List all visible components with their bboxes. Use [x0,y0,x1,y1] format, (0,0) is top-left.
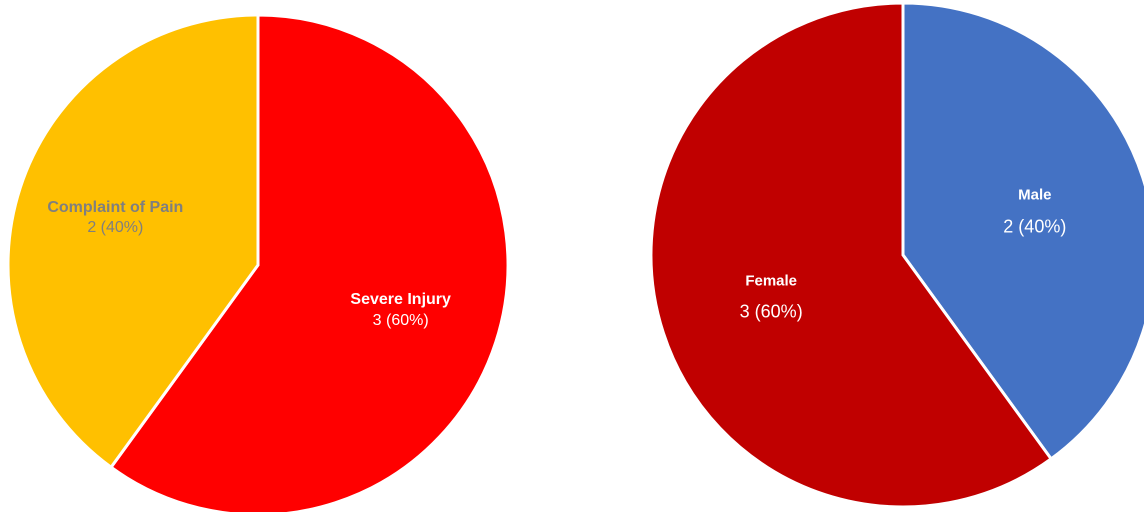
slice-label: Male 2 (40%) [960,186,1110,239]
pie-slice [901,1,1144,461]
category-name: Male [1018,186,1052,204]
slice-label: Female 3 (60%) [696,271,846,324]
value-label: 3 (60%) [739,301,803,322]
value-label: 3 (60%) [372,312,429,330]
pie-slice [108,13,510,512]
category-name: Severe Injury [350,291,451,309]
pie-slice [649,1,1054,509]
category-name: Complaint of Pain [47,198,184,216]
slice-label: Severe Injury 3 (60%) [326,291,476,333]
value-label: 2 (40%) [87,219,144,237]
value-label: 2 (40%) [1003,216,1067,237]
category-name: Female [745,272,798,290]
pie-slice [6,13,260,470]
slice-label: Complaint of Pain 2 (40%) [40,198,190,240]
